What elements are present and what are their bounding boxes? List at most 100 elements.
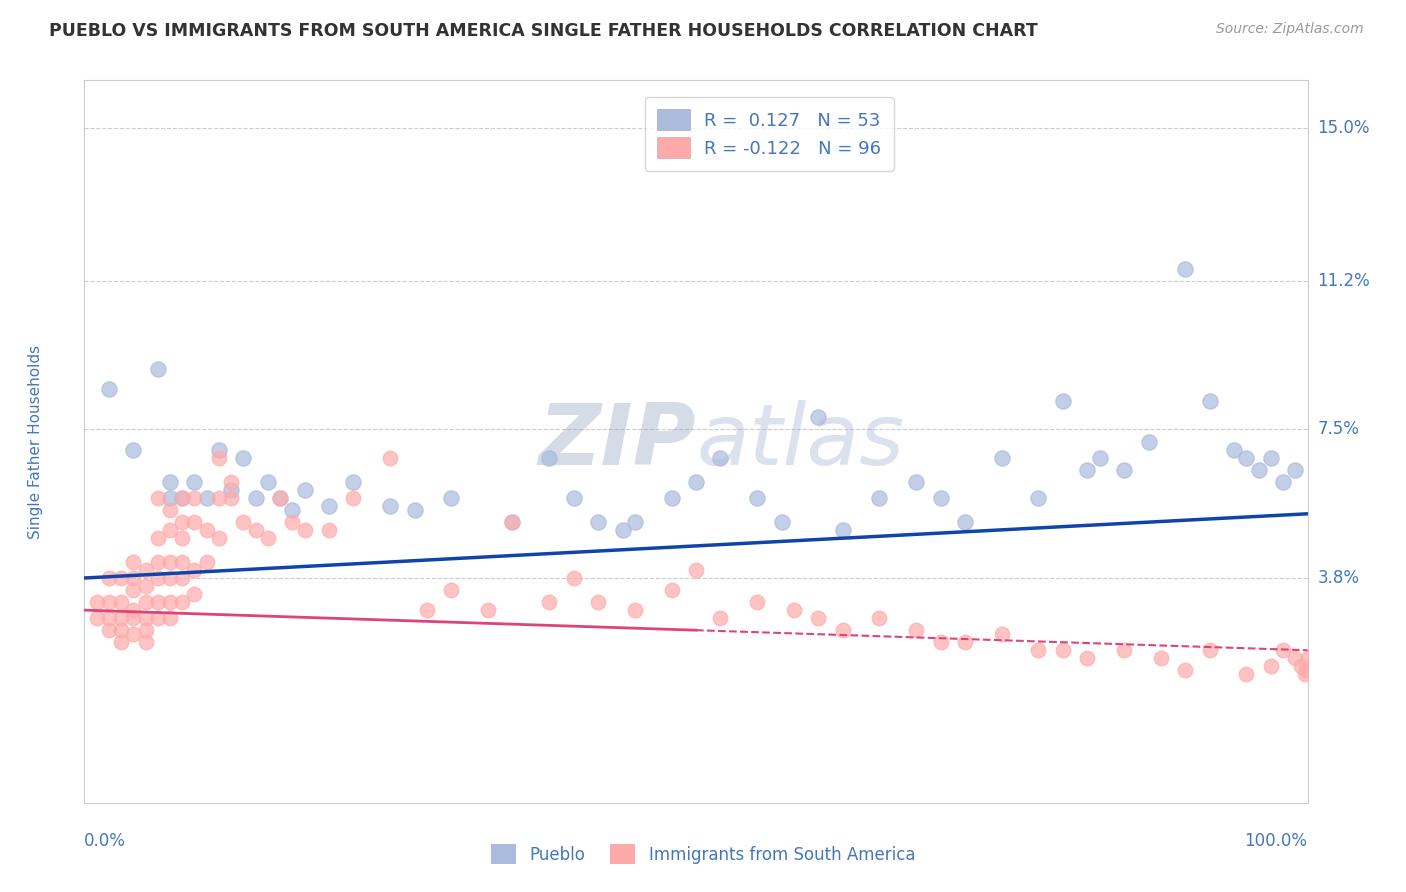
Point [831, 523, 853, 537]
Point [1114, 643, 1136, 657]
Text: 11.2%: 11.2% [1317, 272, 1369, 290]
Point [146, 362, 169, 376]
Point [342, 491, 364, 505]
Point [1294, 667, 1316, 681]
Point [477, 603, 499, 617]
Point [232, 450, 254, 465]
Point [869, 491, 891, 505]
Point [172, 595, 194, 609]
Point [1295, 664, 1317, 678]
Point [183, 563, 205, 577]
Point [135, 579, 157, 593]
Point [110, 595, 132, 609]
Point [208, 442, 231, 457]
Point [685, 475, 707, 489]
Point [538, 595, 561, 609]
Point [219, 491, 242, 505]
Point [1247, 462, 1270, 476]
Point [122, 627, 145, 641]
Point [294, 483, 316, 497]
Point [1284, 462, 1306, 476]
Point [257, 475, 280, 489]
Point [294, 523, 316, 537]
Point [1260, 659, 1282, 673]
Point [110, 623, 132, 637]
Text: 15.0%: 15.0% [1317, 120, 1369, 137]
Point [1028, 643, 1050, 657]
Legend: Pueblo, Immigrants from South America: Pueblo, Immigrants from South America [484, 838, 922, 871]
Point [1236, 667, 1258, 681]
Point [172, 491, 194, 505]
Point [953, 515, 976, 529]
Point [135, 563, 157, 577]
Point [869, 611, 891, 625]
Point [159, 555, 181, 569]
Point [172, 515, 194, 529]
Point [538, 450, 561, 465]
Point [159, 571, 181, 585]
Point [208, 450, 231, 465]
Point [807, 410, 830, 425]
Point [586, 515, 609, 529]
Point [122, 555, 145, 569]
Point [709, 611, 731, 625]
Point [562, 491, 585, 505]
Point [1284, 651, 1306, 665]
Text: 7.5%: 7.5% [1317, 420, 1360, 439]
Point [1174, 261, 1197, 276]
Point [1174, 664, 1197, 678]
Point [146, 555, 169, 569]
Point [172, 531, 194, 545]
Point [586, 595, 609, 609]
Point [929, 635, 952, 649]
Point [146, 595, 169, 609]
Point [195, 523, 218, 537]
Point [219, 475, 242, 489]
Point [929, 491, 952, 505]
Point [1076, 651, 1098, 665]
Point [245, 523, 267, 537]
Point [208, 491, 231, 505]
Text: PUEBLO VS IMMIGRANTS FROM SOUTH AMERICA SINGLE FATHER HOUSEHOLDS CORRELATION CHA: PUEBLO VS IMMIGRANTS FROM SOUTH AMERICA … [49, 22, 1038, 40]
Point [135, 611, 157, 625]
Point [502, 515, 524, 529]
Point [562, 571, 585, 585]
Point [183, 491, 205, 505]
Point [709, 450, 731, 465]
Point [318, 499, 340, 513]
Point [1272, 643, 1295, 657]
Point [97, 571, 120, 585]
Point [122, 442, 145, 457]
Point [257, 531, 280, 545]
Point [905, 475, 928, 489]
Point [183, 515, 205, 529]
Text: 3.8%: 3.8% [1317, 569, 1360, 587]
Point [172, 491, 194, 505]
Point [97, 623, 120, 637]
Point [135, 623, 157, 637]
Text: 100.0%: 100.0% [1244, 831, 1308, 850]
Point [685, 563, 707, 577]
Point [195, 555, 218, 569]
Point [1114, 462, 1136, 476]
Point [146, 611, 169, 625]
Point [135, 595, 157, 609]
Point [991, 627, 1014, 641]
Point [1137, 434, 1160, 449]
Text: Single Father Households: Single Father Households [28, 344, 44, 539]
Point [135, 635, 157, 649]
Point [1260, 450, 1282, 465]
Point [1052, 643, 1074, 657]
Point [1272, 475, 1295, 489]
Point [219, 483, 242, 497]
Point [1028, 491, 1050, 505]
Point [159, 491, 181, 505]
Point [159, 502, 181, 516]
Text: ZIP: ZIP [538, 400, 696, 483]
Point [1150, 651, 1173, 665]
Point [97, 382, 120, 396]
Point [416, 603, 439, 617]
Point [783, 603, 806, 617]
Point [195, 491, 218, 505]
Legend: R =  0.127   N = 53, R = -0.122   N = 96: R = 0.127 N = 53, R = -0.122 N = 96 [645, 96, 894, 170]
